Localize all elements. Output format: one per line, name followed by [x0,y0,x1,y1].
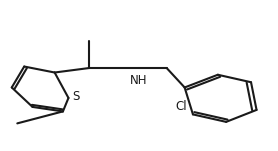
Text: Cl: Cl [176,100,187,113]
Text: S: S [73,90,80,103]
Text: NH: NH [130,74,148,87]
